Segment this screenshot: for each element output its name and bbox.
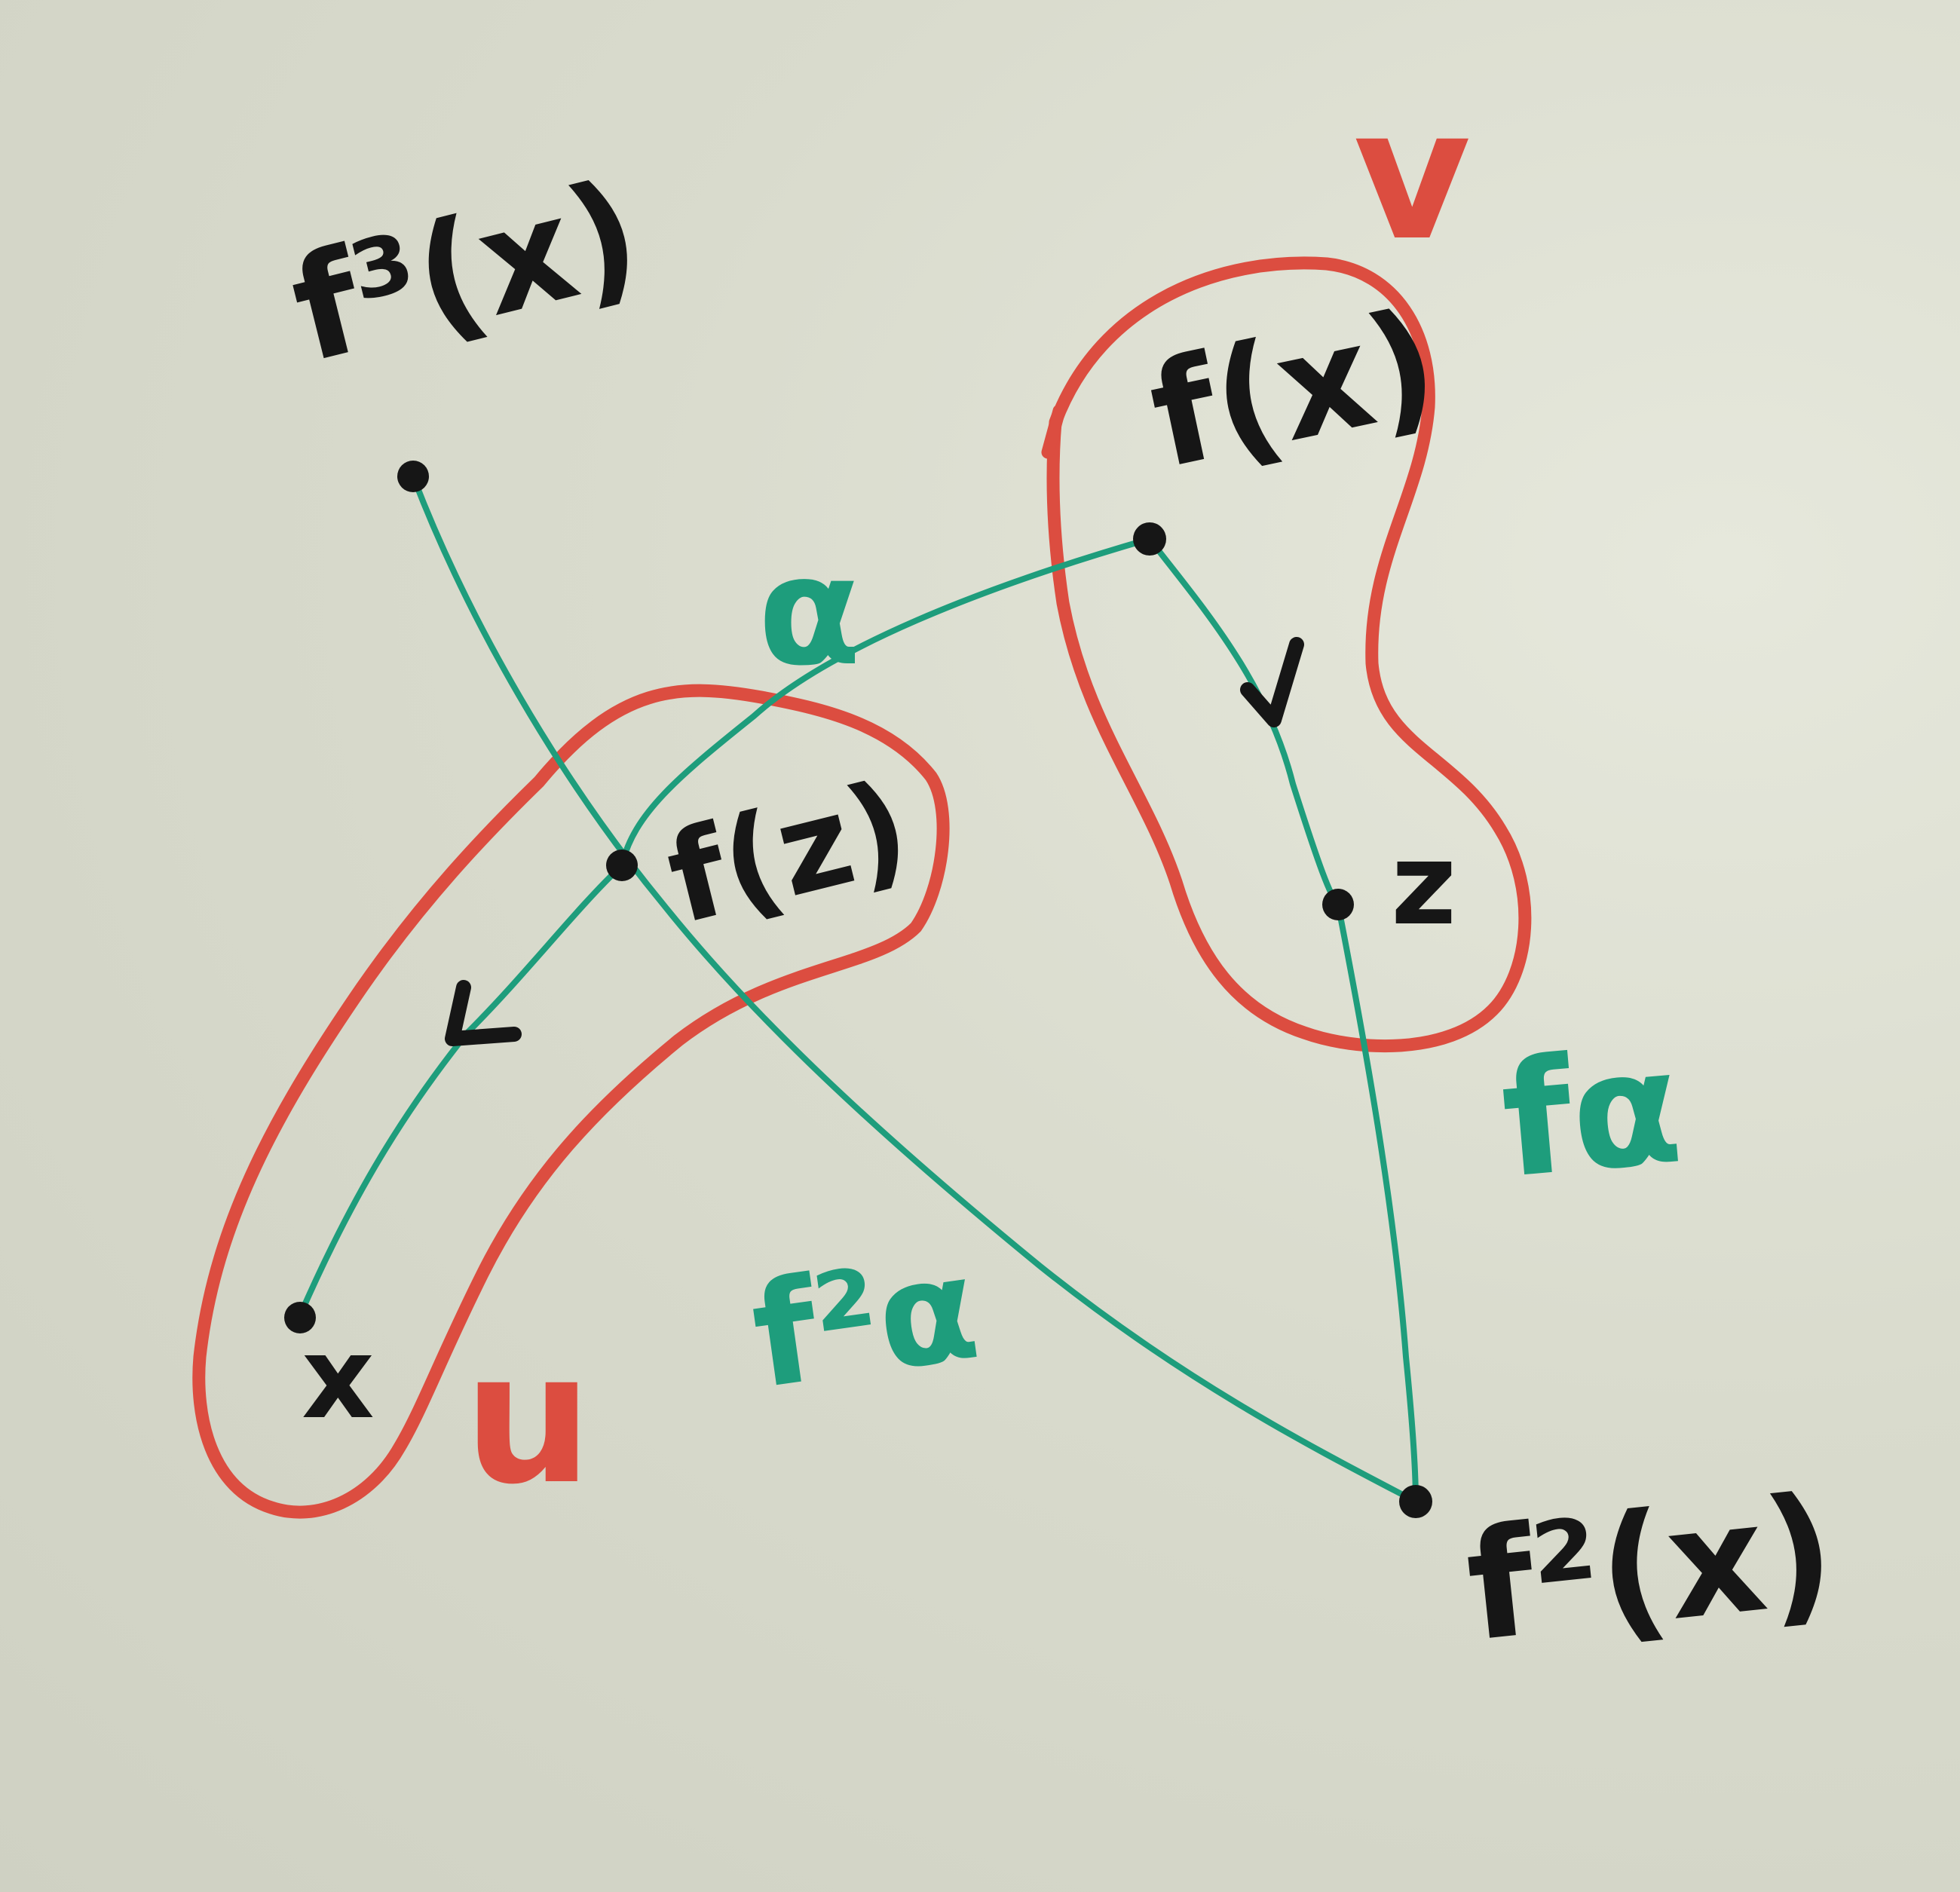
point-fz xyxy=(606,850,638,881)
point-fx xyxy=(1133,522,1166,556)
label-fx: f(x) xyxy=(1137,278,1451,501)
label-set-u: u xyxy=(464,1313,593,1524)
label-f3x: f³(x) xyxy=(277,148,655,394)
point-f3x xyxy=(397,461,429,492)
point-x xyxy=(284,1302,316,1333)
label-f-alpha: fα xyxy=(1495,1014,1688,1214)
label-fz: f(z) xyxy=(654,753,923,951)
region-v-outline-stroke-start xyxy=(1041,404,1066,459)
curve-f-alpha xyxy=(1147,536,1419,1505)
point-f2x xyxy=(1399,1485,1432,1518)
label-f2x: f²(x) xyxy=(1459,1462,1842,1676)
region-u-outline xyxy=(192,684,950,1519)
label-alpha: α xyxy=(758,524,861,700)
label-set-v: v xyxy=(1353,69,1471,280)
label-z: z xyxy=(1391,819,1456,951)
arrow-on-f-alpha xyxy=(1240,637,1304,727)
point-z xyxy=(1322,889,1354,920)
curve-f2-alpha xyxy=(410,473,1419,1505)
region-v-outline xyxy=(1046,256,1532,1053)
label-f2-alpha: f²α xyxy=(743,1224,988,1420)
label-x: x xyxy=(302,1313,375,1444)
arrow-on-alpha xyxy=(445,980,522,1046)
